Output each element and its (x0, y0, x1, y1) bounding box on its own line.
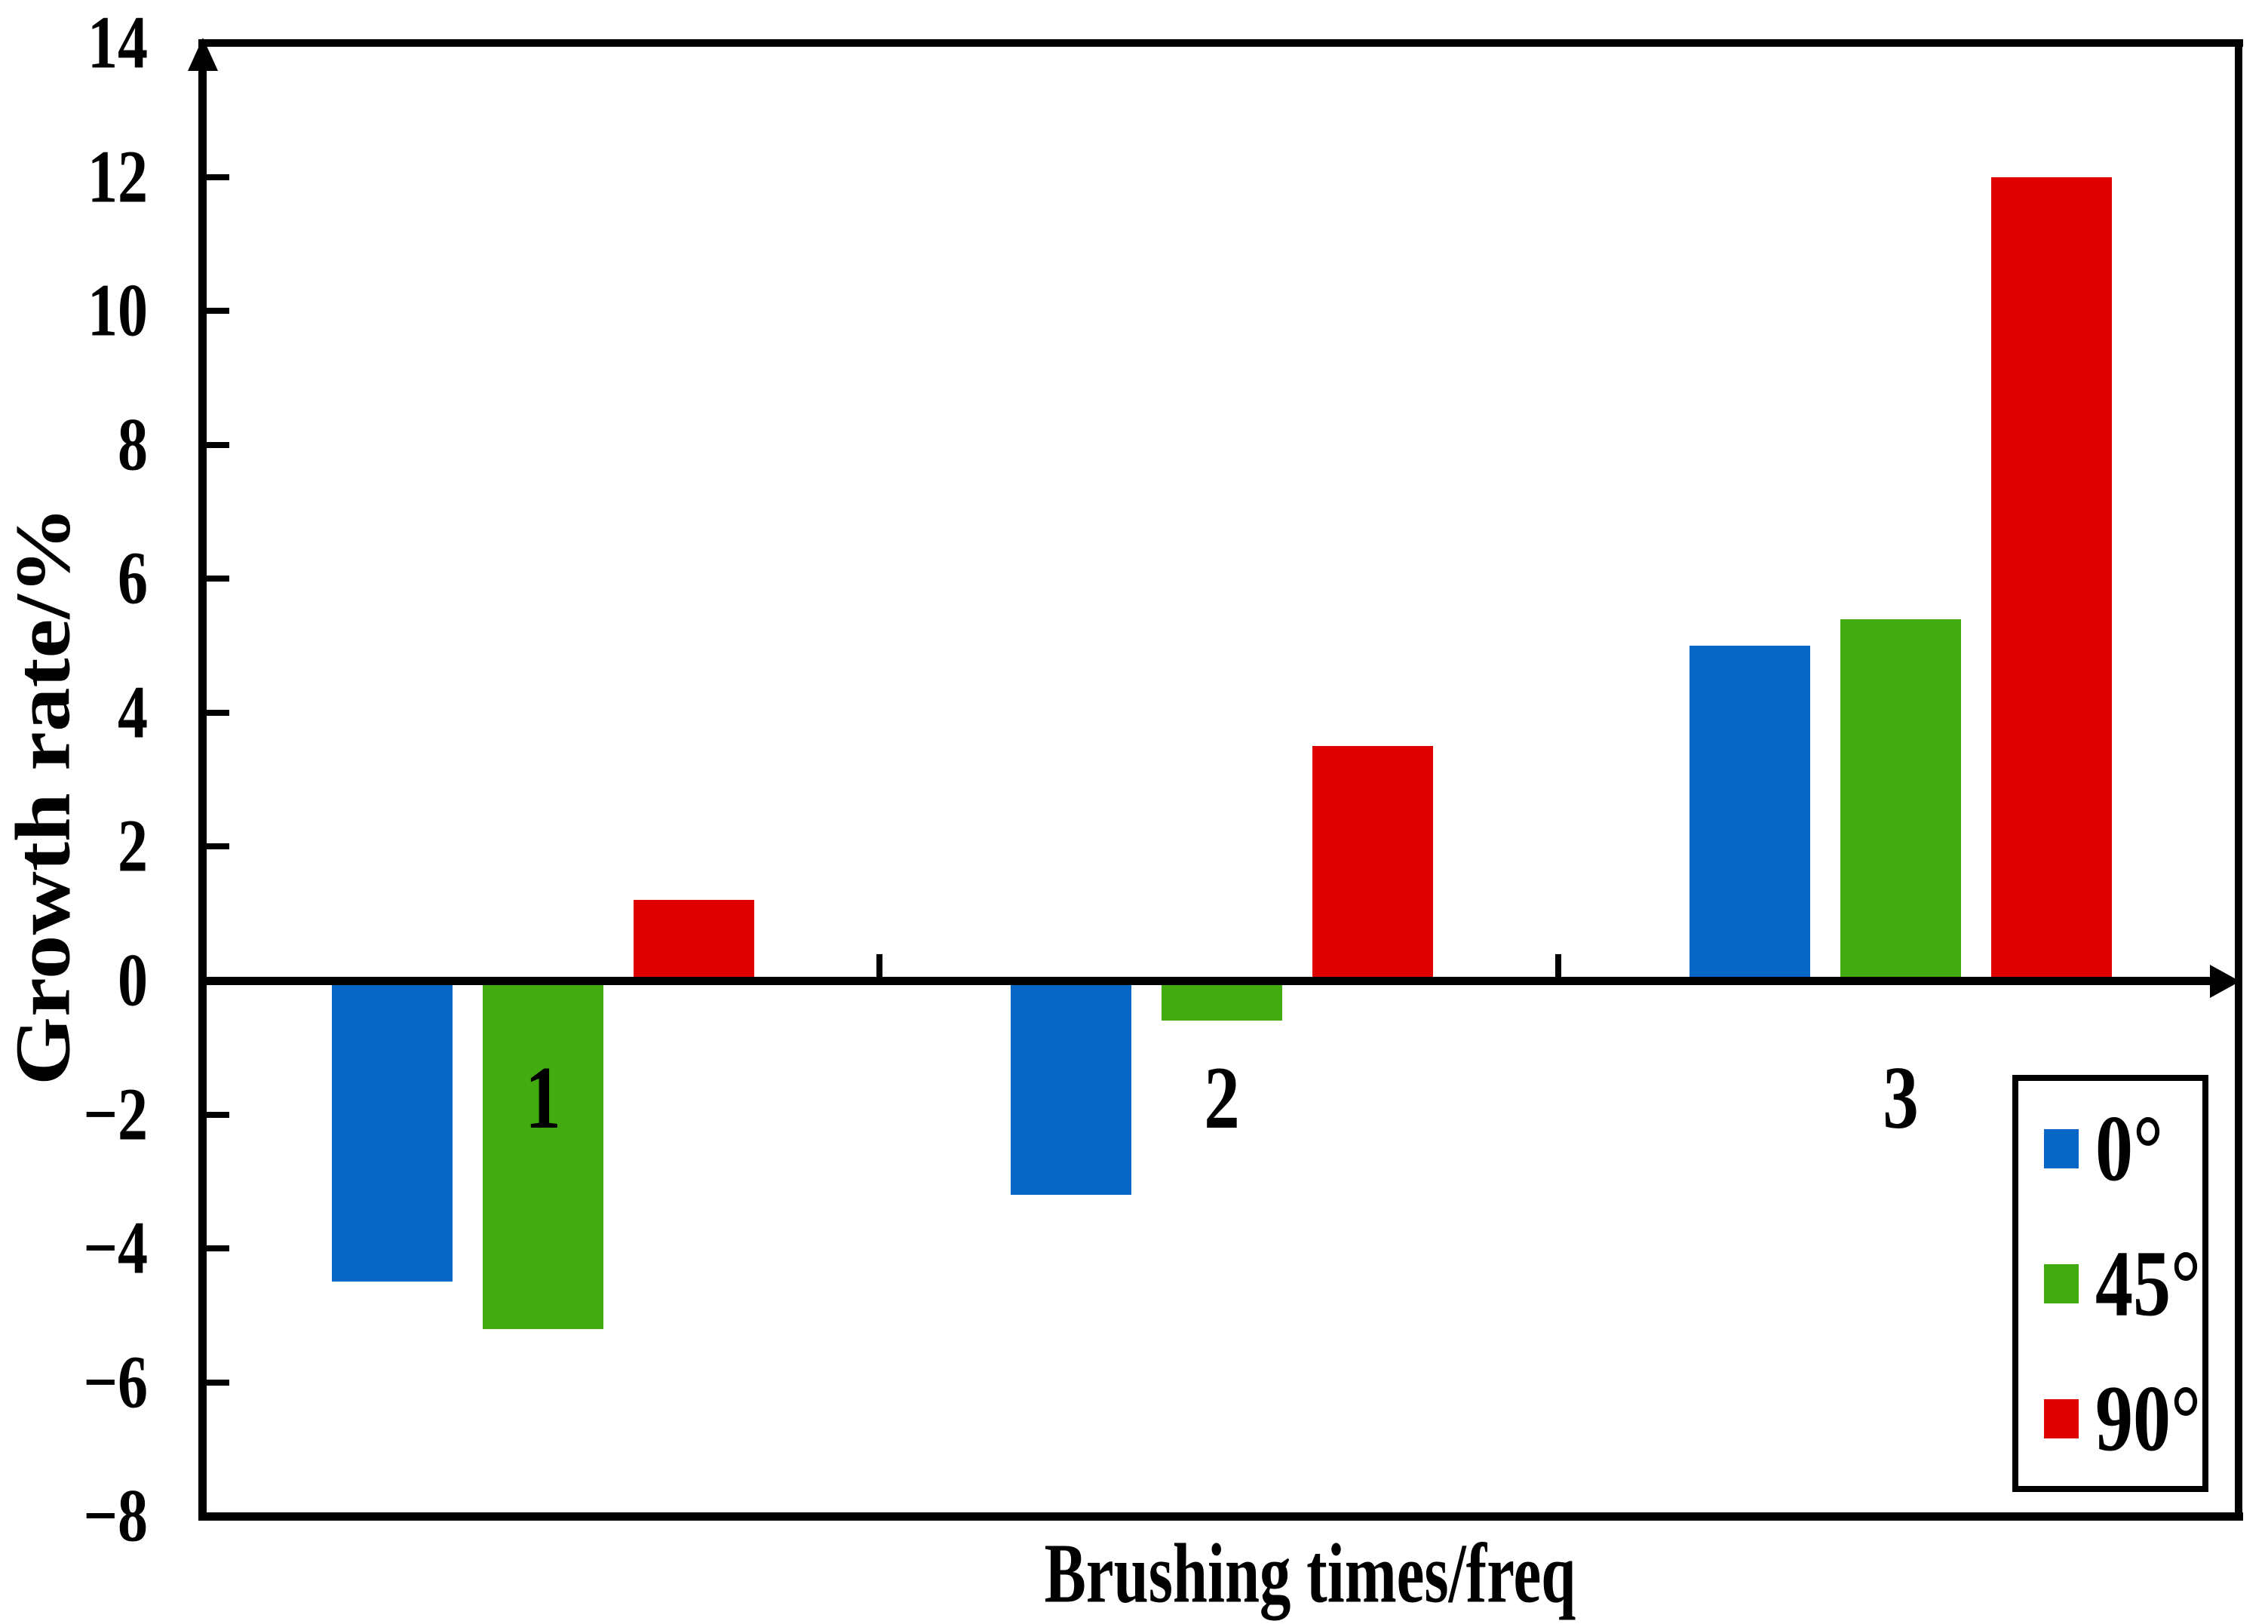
y-tick-label: 0 (118, 939, 148, 1022)
y-tick-label: 14 (87, 2, 148, 85)
bar-45°-cat3 (1840, 619, 1961, 981)
y-axis-tick (207, 709, 229, 716)
y-axis-arrow-icon (188, 38, 218, 71)
bar-90°-cat3 (1991, 177, 2112, 981)
y-tick-label: −4 (83, 1207, 148, 1291)
y-axis-spine (198, 43, 207, 1516)
legend-entry-0°: 0° (2018, 1101, 2202, 1195)
y-tick-label: 8 (118, 403, 148, 487)
y-tick-label: 2 (118, 805, 148, 889)
plot-top-border (198, 39, 2243, 47)
x-category-label: 1 (525, 1047, 561, 1148)
x-axis-arrow-icon (2210, 965, 2240, 998)
legend-label: 0° (2095, 1095, 2163, 1201)
bar-90°-cat2 (1312, 746, 1433, 981)
x-axis-tick (876, 954, 882, 977)
y-axis-tick (207, 1111, 229, 1118)
y-axis-tick (207, 576, 229, 582)
legend-entry-45°: 45° (2018, 1236, 2202, 1330)
legend-entry-90°: 90° (2018, 1371, 2202, 1465)
legend-box: 0° 45° 90° (2012, 1075, 2208, 1492)
y-tick-label: 12 (87, 135, 148, 219)
legend-swatch-icon (2044, 1398, 2079, 1438)
legend-swatch-icon (2044, 1263, 2079, 1303)
legend-label: 45° (2095, 1230, 2201, 1336)
bar-0°-cat1 (332, 981, 453, 1282)
y-tick-label: 4 (118, 671, 148, 754)
x-axis-tick (1555, 954, 1561, 977)
y-tick-label: 6 (118, 537, 148, 621)
plot-bottom-border (198, 1512, 2243, 1521)
y-axis-tick (207, 978, 229, 984)
bar-0°-cat2 (1011, 981, 1131, 1196)
x-category-label: 3 (1883, 1047, 1919, 1148)
y-axis-tick (207, 1379, 229, 1386)
y-axis-tick (207, 843, 229, 850)
y-axis-tick (207, 441, 229, 448)
y-axis-tick (207, 173, 229, 180)
bar-0°-cat3 (1689, 646, 1810, 981)
y-axis-tick (207, 1245, 229, 1252)
y-tick-label: 10 (87, 269, 148, 353)
bar-45°-cat1 (483, 981, 603, 1329)
bar-45°-cat2 (1162, 981, 1282, 1021)
y-tick-label: −6 (83, 1340, 148, 1424)
bar-90°-cat1 (634, 900, 754, 981)
plot-right-border (2235, 39, 2242, 1520)
legend-label: 90° (2095, 1365, 2201, 1471)
y-tick-label: −8 (83, 1475, 148, 1558)
x-axis-title: Brushing times/freq (1044, 1527, 1576, 1621)
y-axis-title: Growth rate/% (0, 506, 87, 1085)
x-category-label: 2 (1204, 1047, 1240, 1148)
legend-swatch-icon (2044, 1128, 2079, 1168)
y-axis-tick (207, 308, 229, 315)
x-axis-zero-line (198, 977, 2217, 985)
y-tick-label: −2 (83, 1073, 148, 1156)
